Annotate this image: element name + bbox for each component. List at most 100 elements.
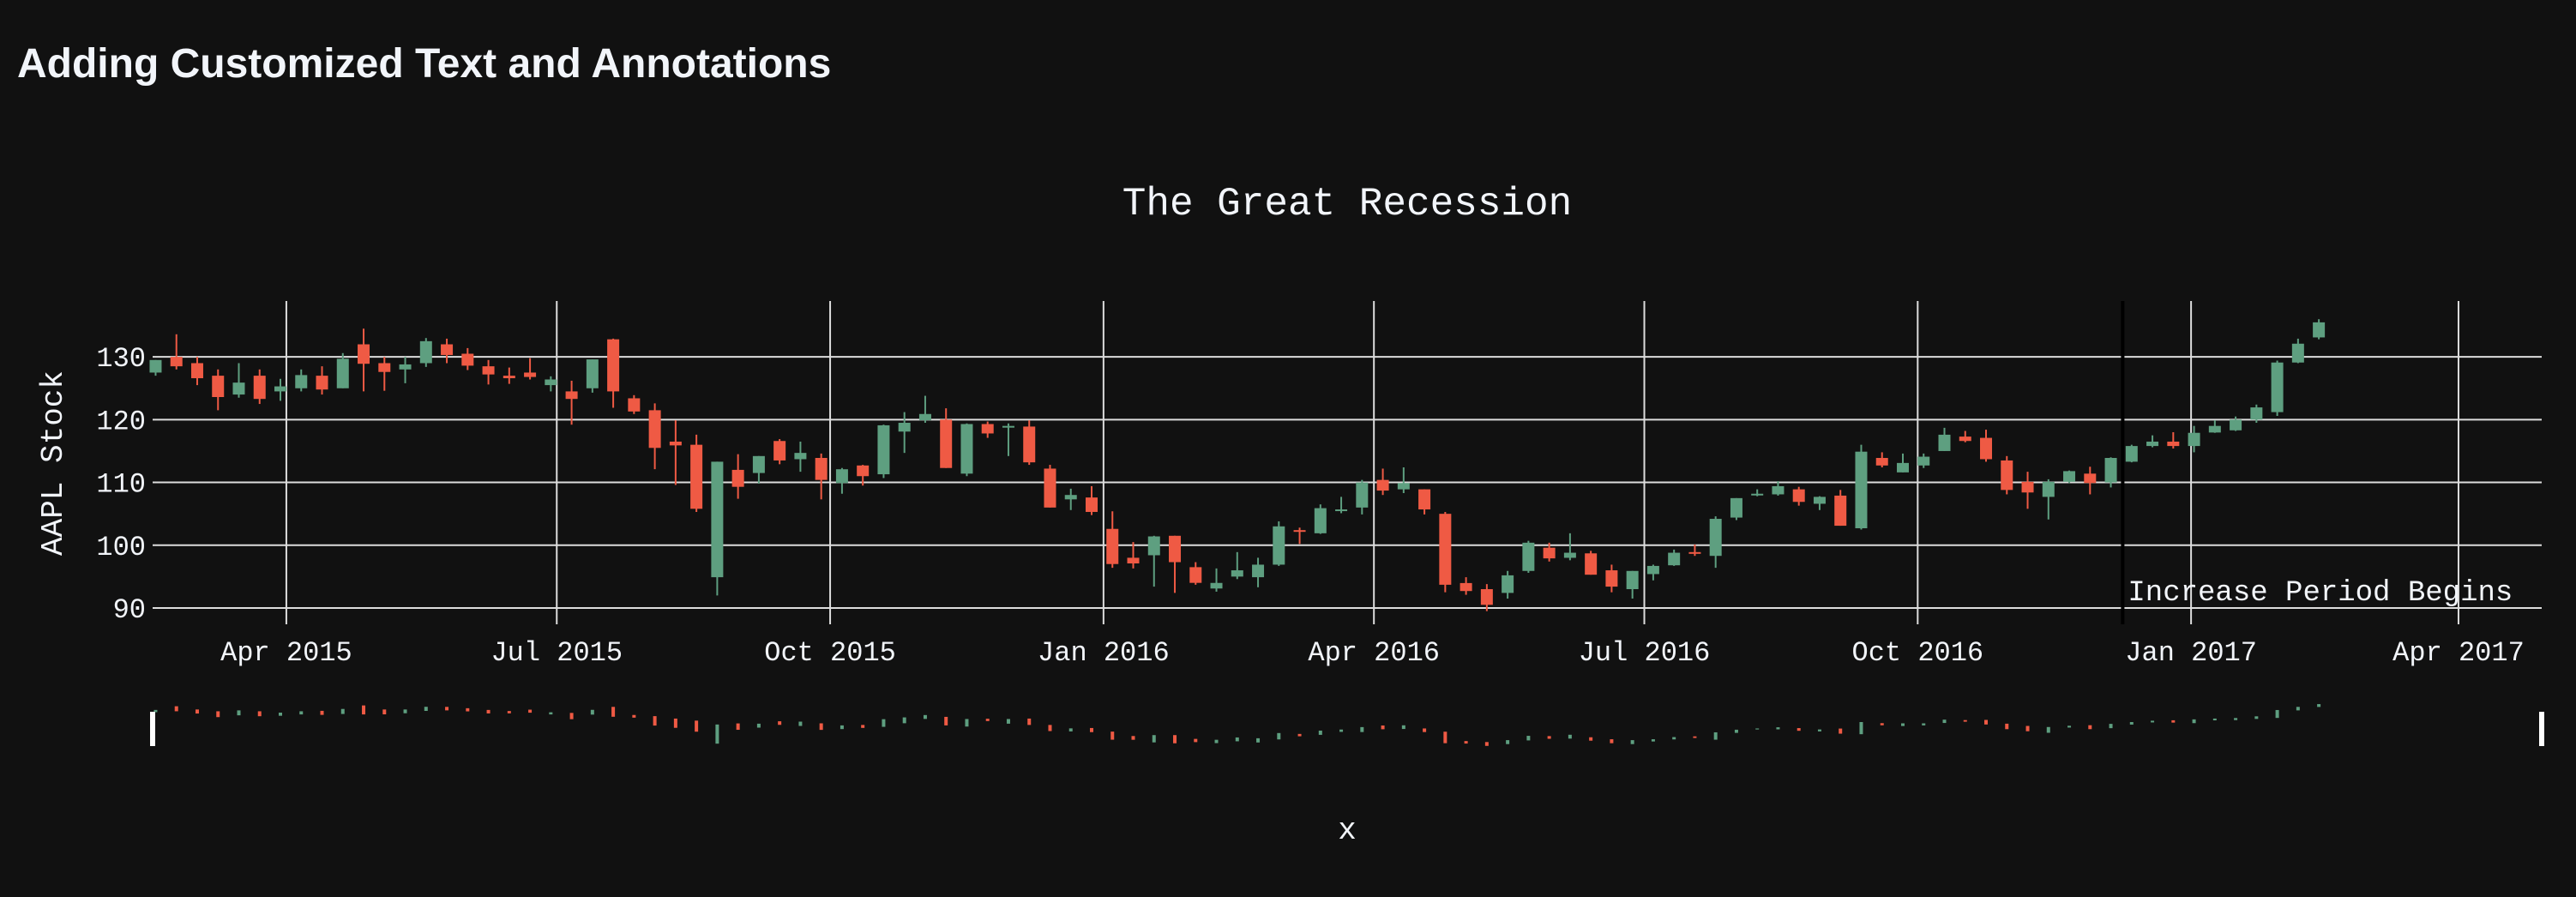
candle-body (1293, 530, 1306, 533)
candle-body (2001, 460, 2013, 491)
candle-body (1751, 493, 1764, 496)
candle-body (274, 386, 287, 392)
candle-body (419, 340, 432, 364)
candle-body (1189, 567, 1202, 583)
candle-body (1231, 570, 1243, 577)
candle-body (1480, 589, 1493, 605)
candle-body (1585, 553, 1598, 575)
candle-body (358, 344, 370, 364)
x-tick-label: Oct 2015 (764, 637, 896, 669)
y-tick-label: 130 (96, 343, 146, 375)
candle-body (149, 359, 162, 373)
annotation-text: Increase Period Begins (2128, 577, 2513, 610)
candle-body (336, 358, 349, 388)
y-tick-label: 120 (96, 406, 146, 437)
candle-body (1980, 437, 1993, 460)
candle-body (773, 441, 786, 461)
candle-body (1792, 489, 1805, 503)
candle-body (461, 353, 474, 366)
candle-body (1106, 528, 1119, 564)
candle-body (711, 461, 724, 578)
candle-body (1834, 495, 1847, 527)
candle-body (1875, 458, 1888, 466)
candle-body (1460, 582, 1472, 592)
x-tick-label: Jan 2017 (2125, 637, 2257, 669)
x-tick-label: Jan 2016 (1038, 637, 1170, 669)
candle-body (918, 413, 931, 421)
candle-body (1668, 552, 1681, 566)
candle-body (2313, 322, 2326, 338)
candle-body (1855, 451, 1868, 528)
candle-body (940, 419, 953, 468)
candle-body (2021, 481, 2034, 493)
candle-body (1252, 564, 1265, 578)
candle-body (1917, 456, 1930, 466)
candle-body (1356, 482, 1369, 508)
x-tick-label: Jul 2016 (1579, 637, 1711, 669)
candle-body (669, 441, 682, 446)
candle-body (1397, 483, 1410, 490)
candle-body (752, 455, 765, 473)
candle-body (857, 465, 870, 477)
candle-body (316, 376, 328, 390)
candle-body (2208, 425, 2221, 433)
candle-body (295, 375, 308, 388)
candle-body (1127, 557, 1140, 563)
y-tick-label: 90 (113, 594, 146, 626)
candle-body (2063, 471, 2076, 482)
candle-body (1522, 542, 1535, 571)
candle-body (2104, 458, 2117, 483)
candle-body (2271, 362, 2284, 412)
candle-body (2250, 407, 2263, 420)
x-tick-label: Oct 2016 (1852, 637, 1984, 669)
candle-body (1169, 535, 1182, 563)
candle-body (1938, 434, 1951, 451)
candle-body (1273, 526, 1285, 565)
candle-body (1772, 485, 1785, 495)
candle-body (960, 424, 973, 474)
candle-body (503, 376, 515, 379)
candle-body (794, 453, 807, 460)
rangeslider-handle (2539, 712, 2544, 746)
candle-body (1688, 551, 1701, 554)
candle-body (2291, 343, 2304, 363)
candle-body (898, 423, 911, 432)
candle-body (690, 444, 703, 509)
candle-body (1418, 489, 1431, 510)
candle-body (1314, 508, 1327, 533)
y-tick-label: 110 (96, 469, 146, 501)
candle-body (1064, 495, 1077, 500)
rangeslider-handle (150, 712, 155, 746)
candle-body (1896, 462, 1909, 473)
candle-body (253, 376, 266, 400)
candle-body (1502, 575, 1514, 593)
candle-body (2230, 419, 2242, 430)
candle-body (2188, 432, 2200, 447)
candle-body (2167, 441, 2180, 447)
candle-body (1563, 552, 1576, 558)
candle-body (1002, 425, 1014, 428)
candle-body (190, 363, 203, 379)
candle-body (981, 424, 994, 434)
page-title: Adding Customized Text and Annotations (17, 41, 831, 87)
candle-body (815, 458, 828, 480)
candle-body (212, 376, 225, 398)
candle-body (524, 372, 537, 377)
candle-body (378, 363, 391, 372)
chart-title: The Great Recession (1122, 182, 1573, 226)
candle-body (1439, 514, 1452, 585)
candle-body (1376, 479, 1389, 491)
candle-body (565, 391, 578, 400)
candle-body (1210, 582, 1223, 589)
candle-body (1023, 426, 1036, 463)
x-tick-label: Apr 2016 (1308, 637, 1440, 669)
candle-body (877, 424, 890, 475)
candle-body (1626, 570, 1639, 590)
candle-body (1709, 519, 1722, 557)
candle-body (628, 398, 641, 412)
candle-body (170, 357, 183, 367)
candle-body (607, 339, 620, 392)
candle-body (545, 379, 557, 386)
candle-body (731, 469, 744, 487)
candle-body (835, 469, 848, 484)
